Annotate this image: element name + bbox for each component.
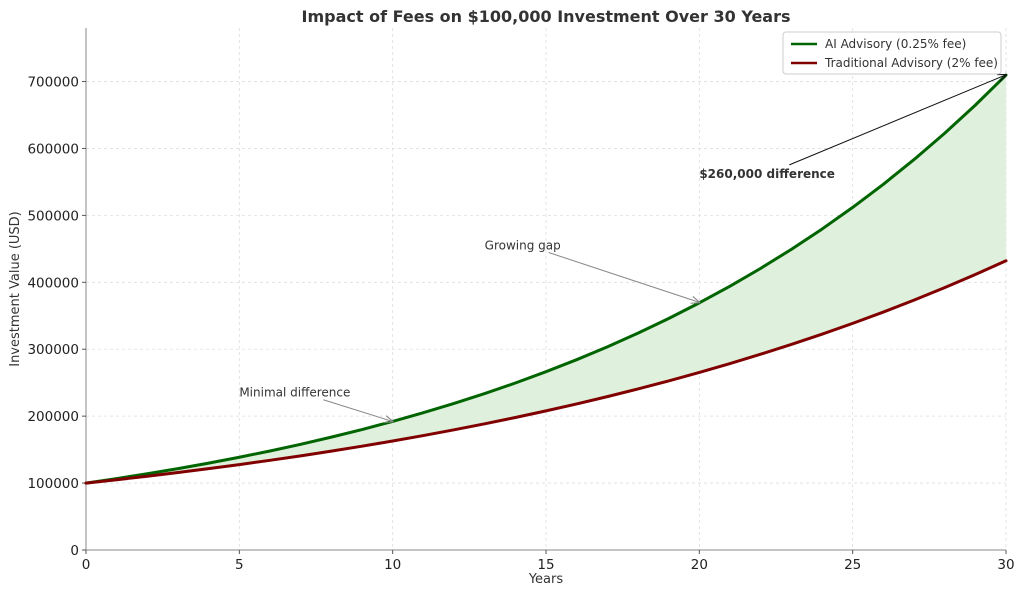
annotation-label: Minimal difference	[239, 386, 350, 400]
y-tick-label: 300000	[27, 342, 79, 358]
y-tick-label: 100000	[27, 476, 79, 492]
x-tick-label: 25	[844, 557, 861, 573]
series-line-ai-advisory	[84, 73, 1008, 485]
x-tick-label: 10	[384, 557, 401, 573]
legend-box	[782, 31, 1002, 75]
y-tick-label: 0	[70, 543, 79, 559]
x-tick-label: 5	[235, 557, 244, 573]
tick-labels: 0 5 10 15 20 25 30 0 100000 200000 300000 400000 500…	[27, 75, 1014, 573]
x-axis-label: Years	[528, 572, 564, 587]
x-tick-label: 0	[82, 557, 91, 573]
difference-fill	[86, 75, 1006, 484]
annotations: Minimal difference Growing gap $260,000 di…	[239, 75, 1006, 422]
y-axis-label: Investment Value (USD)	[8, 211, 23, 367]
legend-label-ai-advisory: AI Advisory (0.25% fee)	[825, 37, 966, 51]
legend: AI Advisory (0.25% fee) Traditional Advi…	[782, 31, 1002, 75]
annotation-arrow	[323, 399, 392, 422]
annotation-arrow	[548, 252, 700, 303]
series-lines	[84, 73, 1008, 485]
chart-title: Impact of Fees on $100,000 Investment Ov…	[302, 7, 791, 26]
y-tick-label: 200000	[27, 409, 79, 425]
x-tick-label: 15	[537, 557, 554, 573]
y-tick-label: 700000	[27, 75, 79, 91]
y-tick-label: 600000	[27, 141, 79, 157]
annotation-arrow	[789, 75, 1006, 166]
x-tick-label: 20	[691, 557, 708, 573]
annotation-label: Growing gap	[485, 239, 561, 253]
legend-label-traditional-advisory: Traditional Advisory (2% fee)	[824, 56, 998, 70]
annotation-label: $260,000 difference	[699, 167, 835, 181]
y-tick-label: 400000	[27, 275, 79, 291]
gap-fill-area	[86, 75, 1006, 484]
series-line-traditional-advisory	[84, 259, 1008, 485]
y-tick-label: 500000	[27, 208, 79, 224]
x-tick-label: 30	[997, 557, 1014, 573]
